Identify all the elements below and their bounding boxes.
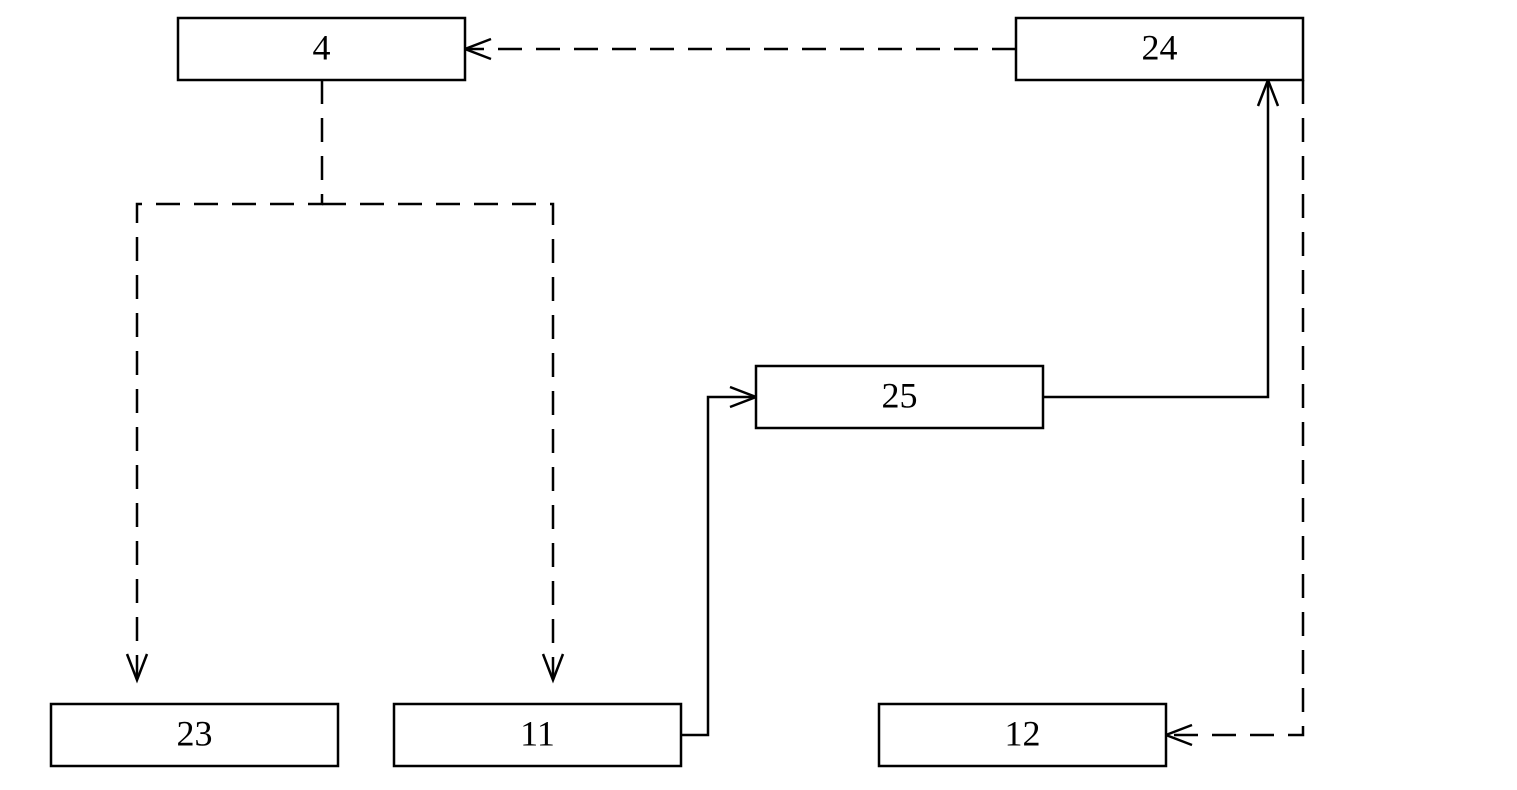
node-n11: 11	[394, 704, 681, 766]
node-n25: 25	[756, 366, 1043, 428]
node-n23: 23	[51, 704, 338, 766]
edge-e11to25	[681, 397, 756, 735]
nodes-layer: 4 24 25 23 11 12	[51, 18, 1303, 766]
edge-e24to12	[1166, 80, 1303, 735]
edge-e4to11	[322, 204, 553, 680]
edge-e25to24	[1043, 80, 1268, 397]
node-label-n4: 4	[313, 27, 331, 67]
node-label-n24: 24	[1142, 27, 1178, 67]
diagram-canvas: 4 24 25 23 11 12	[0, 0, 1517, 790]
node-label-n25: 25	[882, 375, 918, 415]
node-label-n11: 11	[520, 713, 555, 753]
edges-layer	[127, 39, 1303, 745]
node-label-n12: 12	[1005, 713, 1041, 753]
node-n24: 24	[1016, 18, 1303, 80]
node-n12: 12	[879, 704, 1166, 766]
node-label-n23: 23	[177, 713, 213, 753]
node-n4: 4	[178, 18, 465, 80]
edge-e4branch	[137, 80, 322, 680]
